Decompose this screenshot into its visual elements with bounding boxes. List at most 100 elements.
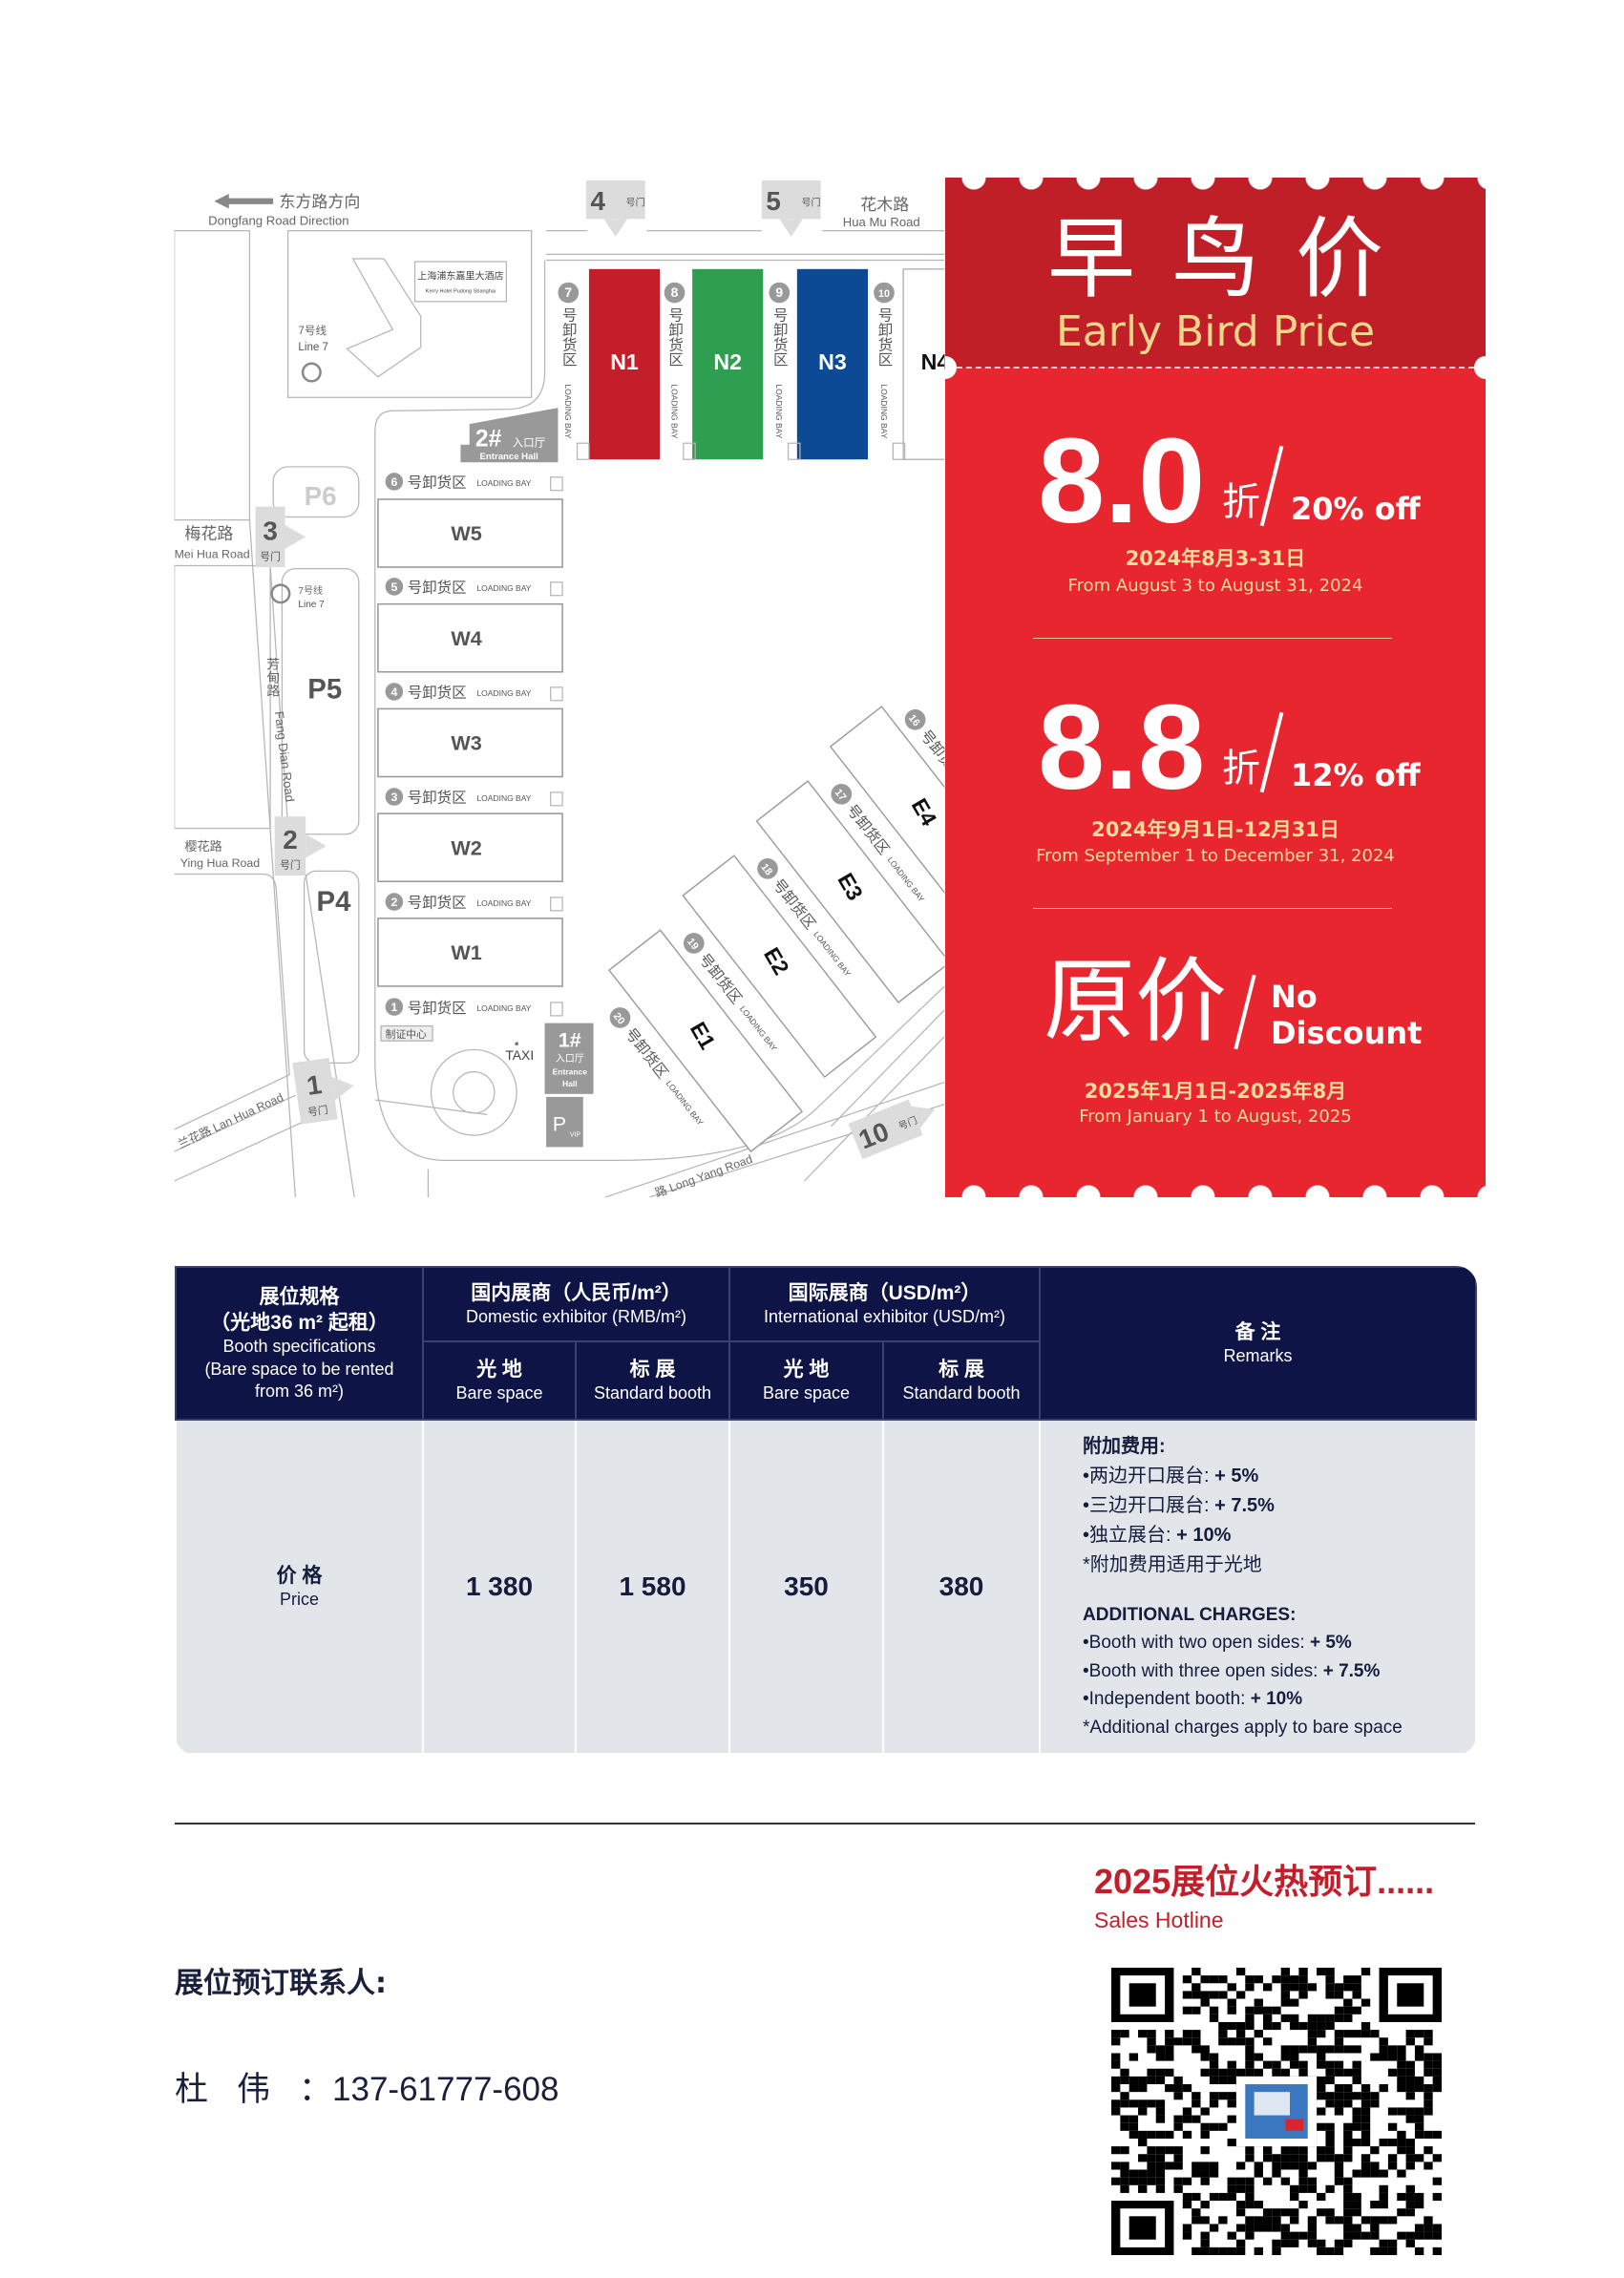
spec-en: Booth specifications	[222, 1337, 376, 1357]
qr-module	[1254, 2006, 1263, 2014]
loading-bay-cn: 号卸货区	[408, 895, 467, 912]
qr-module	[1317, 2084, 1326, 2093]
hall-label: W5	[451, 521, 481, 545]
qr-module	[1290, 2239, 1299, 2247]
qr-module	[1111, 2053, 1121, 2061]
remark-text: •Booth with two open sides:	[1083, 1633, 1310, 1654]
qr-module	[1227, 2068, 1236, 2077]
qr-module	[1182, 1991, 1192, 1999]
qr-module	[1343, 2184, 1353, 2193]
qr-module	[1272, 2060, 1281, 2069]
gate-box	[292, 1058, 338, 1125]
qr-module	[1173, 2177, 1183, 2185]
sub-en: Bare space	[762, 1382, 851, 1403]
qr-module	[1111, 2162, 1121, 2170]
qr-module	[1370, 2099, 1380, 2108]
road-label-huamu-en: Hua Mu Road	[843, 215, 920, 229]
dock-box	[550, 896, 563, 912]
table-row-price: 价 格 Price 1 380 1 580 350 380 附加费用: •两边开…	[175, 1419, 1477, 1755]
parking-label-p6: P6	[305, 481, 337, 511]
qr-module	[1298, 1968, 1308, 1976]
qr-module	[1325, 2246, 1335, 2255]
entrance-2-cn: 入口厅	[513, 436, 546, 449]
qr-module	[1334, 2045, 1344, 2054]
qr-module	[1414, 2076, 1424, 2085]
qr-module	[1200, 2146, 1210, 2155]
domestic-cn: 国内展商（人民币/m²）	[471, 1281, 682, 1304]
qr-module	[1370, 2092, 1380, 2100]
qr-module	[1352, 2107, 1361, 2116]
hall-label: N2	[713, 349, 742, 374]
qr-module	[1343, 2130, 1353, 2139]
remark-item: •Booth with two open sides: + 5%	[1083, 1629, 1474, 1656]
qr-module	[1424, 2162, 1433, 2170]
qr-module	[1325, 2154, 1335, 2162]
remark-text: •三边开口展台:	[1083, 1494, 1215, 1516]
qr-module	[1405, 2060, 1415, 2069]
bay-number-badge	[874, 282, 895, 304]
hotline-subtitle: Sales Hotline	[1094, 1908, 1224, 1932]
qr-module	[1397, 2060, 1406, 2069]
qr-module	[1192, 1983, 1201, 1992]
qr-module	[1360, 2162, 1371, 2170]
hotel-label-box	[413, 261, 507, 303]
qr-module	[1379, 2037, 1388, 2046]
header-booth-spec: 展位规格 （光地36 m² 起租） Booth specifications (…	[175, 1266, 424, 1421]
qr-module	[1290, 2216, 1299, 2225]
qr-module	[1272, 1975, 1281, 1984]
ticket-notch-left	[945, 356, 957, 379]
qr-module	[1397, 2231, 1406, 2240]
qr-module	[1235, 2184, 1246, 2193]
qr-module	[1370, 2246, 1380, 2255]
qr-module	[1262, 2154, 1273, 2162]
qr-module	[1317, 2154, 1326, 2162]
qr-module	[1280, 1975, 1291, 1984]
qr-code[interactable]	[1111, 1968, 1442, 2255]
parking-label-p4: P4	[317, 886, 352, 918]
qr-module	[1120, 2099, 1129, 2108]
road-label-yinghua-en: Ying Hua Road	[180, 856, 260, 870]
qr-module	[1209, 1975, 1219, 1984]
qr-module	[1414, 2115, 1424, 2123]
qr-module	[1147, 2146, 1156, 2155]
qr-module	[1352, 2208, 1361, 2217]
tier3-off-line1: No	[1271, 979, 1318, 1015]
qr-module	[1235, 2224, 1246, 2232]
qr-module	[1424, 2231, 1433, 2240]
qr-module	[1307, 1983, 1318, 1992]
qr-module	[1111, 2107, 1121, 2116]
qr-module	[1138, 2030, 1148, 2038]
roundabout-center	[453, 1071, 496, 1114]
loading-bay-cn: 号卸货区	[771, 307, 789, 367]
qr-module	[1352, 2231, 1361, 2240]
qr-module	[1360, 2138, 1371, 2147]
tier3-off-line2: Discount	[1271, 1015, 1423, 1051]
qr-module	[1405, 2208, 1415, 2217]
qr-module	[1405, 2192, 1415, 2202]
road-lines	[174, 519, 945, 1197]
remark-value: + 5%	[1214, 1465, 1259, 1487]
qr-module	[1209, 2053, 1219, 2061]
qr-module	[1397, 2053, 1406, 2061]
qr-module	[1334, 2239, 1344, 2247]
qr-finder-core	[1397, 1983, 1424, 2007]
qr-module	[1138, 2076, 1148, 2085]
qr-module	[1218, 2021, 1228, 2031]
entrance-1-cn: 入口厅	[556, 1054, 584, 1065]
qr-module	[1298, 1983, 1308, 1992]
qr-module	[1111, 2084, 1121, 2093]
qr-module	[1432, 2192, 1442, 2202]
price-intl-standard: 380	[882, 1419, 1041, 1755]
gate-suffix: 号门	[306, 1103, 328, 1119]
qr-module	[1272, 2246, 1281, 2255]
qr-module	[1317, 1968, 1326, 1976]
qr-module	[1111, 2060, 1121, 2069]
qr-module	[1325, 1968, 1335, 1976]
qr-module	[1387, 2045, 1398, 2054]
bay-number: 19	[685, 936, 701, 952]
qr-module	[1138, 2184, 1148, 2193]
qr-module	[1405, 2201, 1415, 2209]
qr-module	[1128, 2076, 1139, 2085]
qr-module	[1245, 2224, 1255, 2232]
remark-value: + 10%	[1176, 1524, 1232, 1546]
